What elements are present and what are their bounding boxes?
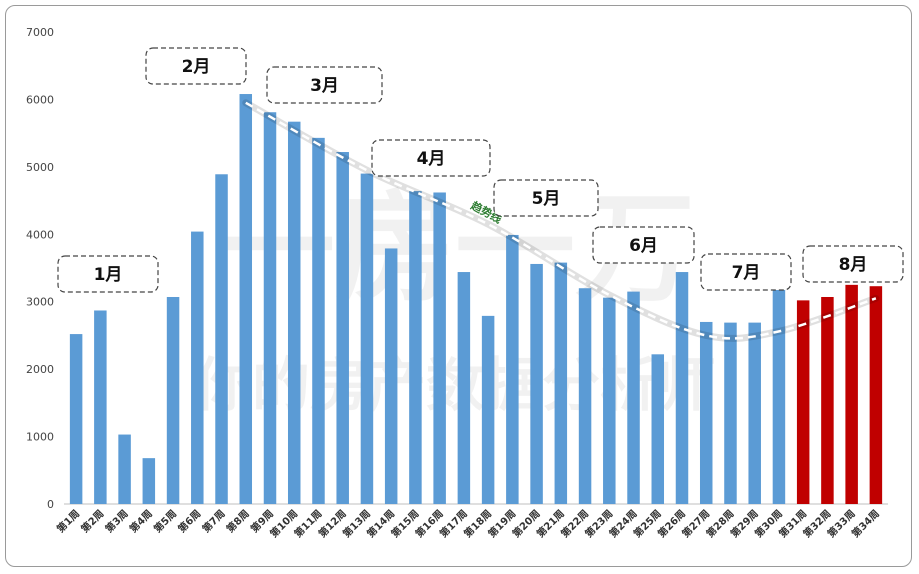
bar-第25周 [651, 354, 665, 504]
bars [69, 94, 883, 505]
bar-第10周 [287, 121, 301, 505]
y-tick-label: 7000 [26, 26, 54, 39]
month-label-8: 8月 [802, 245, 904, 283]
x-tick-label: 第3周 [102, 507, 130, 535]
bar-第21周 [554, 262, 568, 504]
bar-第31周 [796, 300, 810, 504]
month-labels: 1月 2月 3月 4月 5月 6月 7月 8月 [57, 47, 904, 293]
bar-第28周 [724, 322, 737, 504]
x-axis: 第1周第2周第3周第4周第5周第6周第7周第8周第9周第10周第11周第12周第… [54, 507, 882, 540]
x-tick-label: 第1周 [54, 507, 82, 535]
bar-第6周 [191, 231, 204, 505]
bar-第27周 [699, 321, 713, 504]
bar-第1周 [69, 334, 83, 504]
bar-第19周 [506, 234, 519, 504]
bar-第7周 [215, 174, 228, 504]
bar-第32周 [821, 296, 834, 504]
svg-text:6月: 6月 [629, 236, 658, 256]
bar-第20周 [530, 263, 543, 504]
x-tick-label: 第7周 [199, 507, 227, 535]
bar-第4周 [142, 458, 156, 504]
bar-第23周 [603, 297, 616, 504]
y-tick-label: 1000 [26, 431, 54, 444]
bar-第15周 [409, 191, 422, 505]
svg-text:3月: 3月 [310, 76, 339, 96]
bar-第5周 [166, 296, 180, 504]
x-tick-label: 第5周 [151, 507, 179, 535]
svg-text:8月: 8月 [839, 255, 868, 275]
bar-第12周 [336, 152, 349, 504]
trend-line [242, 99, 880, 342]
month-label-7: 7月 [700, 253, 792, 291]
bar-第24周 [627, 291, 640, 504]
bar-第33周 [845, 284, 858, 504]
bar-第18周 [481, 315, 495, 504]
y-tick-label: 5000 [26, 161, 54, 174]
month-label-1: 1月 [57, 255, 159, 293]
y-tick-label: 3000 [26, 296, 54, 309]
bar-第2周 [94, 310, 107, 504]
month-label-2: 2月 [145, 47, 247, 85]
x-tick-label: 第6周 [175, 507, 203, 535]
month-label-4: 4月 [371, 139, 491, 177]
svg-text:1月: 1月 [94, 265, 123, 285]
bar-第22周 [578, 288, 592, 504]
bar-第11周 [312, 137, 325, 504]
bar-第29周 [748, 322, 761, 504]
x-tick-label: 第2周 [78, 507, 106, 535]
y-axis: 0 1000 2000 3000 4000 5000 6000 7000 [26, 26, 54, 511]
bar-第3周 [118, 434, 131, 504]
bar-第8周 [239, 94, 253, 504]
bar-第13周 [360, 173, 374, 504]
x-tick-label: 第4周 [127, 507, 155, 535]
svg-text:4月: 4月 [417, 149, 446, 169]
bar-第17周 [457, 272, 471, 504]
x-tick-label: 第34周 [849, 507, 882, 540]
svg-text:2月: 2月 [182, 57, 211, 77]
trend-line-path [245, 101, 877, 340]
bar-第9周 [263, 112, 277, 505]
y-tick-label: 6000 [26, 93, 54, 106]
month-label-3: 3月 [266, 66, 383, 104]
month-label-5: 5月 [493, 179, 599, 217]
svg-text:7月: 7月 [732, 263, 761, 283]
y-tick-label: 2000 [26, 363, 54, 376]
bar-第26周 [675, 272, 689, 504]
x-tick-label: 第8周 [224, 507, 252, 535]
svg-text:5月: 5月 [532, 189, 561, 209]
y-tick-label: 4000 [26, 228, 54, 241]
bar-第14周 [384, 248, 398, 504]
bar-第30周 [772, 288, 786, 504]
bar-第34周 [869, 286, 883, 504]
bar-第16周 [433, 192, 446, 505]
y-tick-label: 0 [47, 498, 54, 511]
month-label-6: 6月 [592, 226, 695, 264]
